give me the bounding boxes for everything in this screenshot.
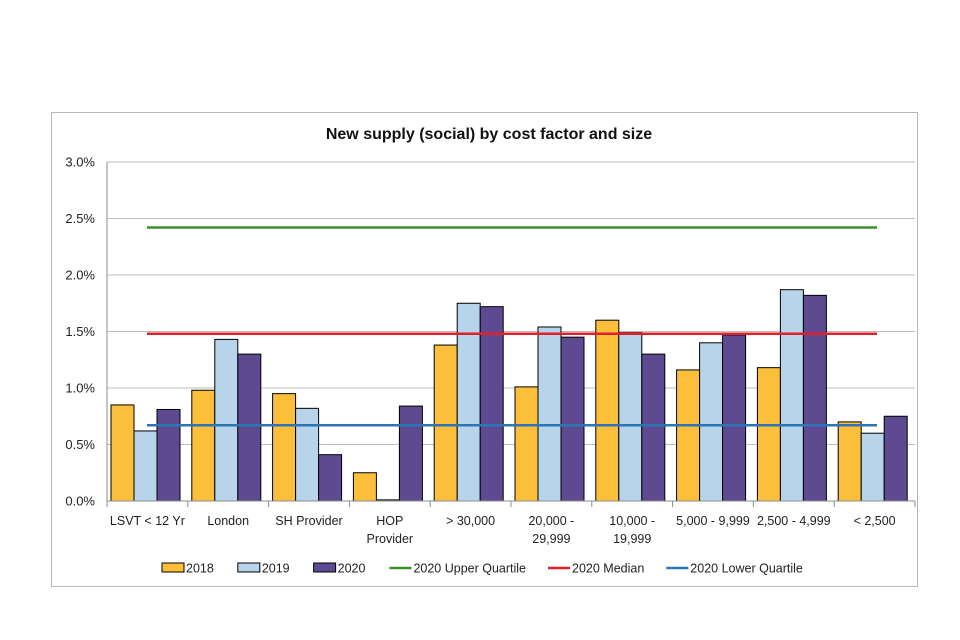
bar-2019: [860, 432, 885, 502]
bar-2019: [618, 332, 643, 502]
bar-2020: [802, 294, 827, 502]
x-tick-label: SH Provider: [275, 514, 342, 528]
bar-2018: [514, 386, 539, 502]
x-tick-label: 2,500 - 4,999: [757, 514, 831, 528]
bar-2020: [156, 408, 181, 502]
y-tick-label: 3.0%: [65, 155, 95, 170]
legend-label: 2020 Upper Quartile: [413, 562, 526, 576]
bar-2019: [214, 338, 239, 502]
bar-2019: [699, 342, 724, 502]
x-tick-label: LSVT < 12 Yr: [110, 514, 185, 528]
legend-label: 2020 Lower Quartile: [690, 562, 803, 576]
chart-title: New supply (social) by cost factor and s…: [326, 126, 652, 143]
legend-label: 2018: [186, 562, 214, 576]
bar-2020: [883, 415, 908, 502]
legend-label: 2020: [338, 562, 366, 576]
bar-2020: [318, 454, 343, 502]
x-tick-label: London: [207, 514, 249, 528]
y-tick-label: 1.0%: [65, 381, 95, 396]
x-tick-label: 5,000 - 9,999: [676, 514, 750, 528]
bar-2018: [433, 344, 458, 502]
bar-2020: [237, 353, 262, 502]
bar-2018: [676, 369, 701, 502]
bar-2020: [722, 334, 747, 502]
bar-2020: [560, 336, 585, 502]
bar-2020: [398, 405, 423, 502]
x-tick-label: 19,999: [613, 532, 651, 546]
x-tick-label: HOP: [376, 514, 403, 528]
x-tick-label: < 2,500: [854, 514, 896, 528]
bar-2018: [110, 404, 135, 502]
y-tick-label: 0.5%: [65, 437, 95, 452]
legend-swatch-2018: [161, 562, 185, 573]
bar-2019: [537, 326, 562, 502]
bar-2018: [272, 393, 297, 502]
bar-2018: [191, 389, 216, 502]
x-tick-label: 29,999: [532, 532, 570, 546]
bar-2019: [779, 289, 804, 502]
bar-2019: [295, 407, 320, 502]
legend-swatch-2019: [237, 562, 261, 573]
chart: New supply (social) by cost factor and s…: [65, 126, 916, 576]
bar-2020: [479, 306, 504, 502]
bar-2018: [352, 472, 377, 502]
bar-2019: [133, 430, 158, 502]
bar-2018: [595, 319, 620, 502]
bar-2018: [756, 367, 781, 502]
y-tick-label: 1.5%: [65, 324, 95, 339]
y-tick-label: 0.0%: [65, 494, 95, 509]
chart-frame: New supply (social) by cost factor and s…: [51, 112, 918, 587]
x-tick-label: 20,000 -: [528, 514, 574, 528]
x-tick-label: 10,000 -: [609, 514, 655, 528]
legend-label: 2020 Median: [572, 562, 644, 576]
bar-2018: [837, 421, 862, 502]
y-tick-label: 2.0%: [65, 268, 95, 283]
y-tick-label: 2.5%: [65, 211, 95, 226]
legend-label: 2019: [262, 562, 290, 576]
x-tick-label: Provider: [367, 532, 414, 546]
x-tick-label: > 30,000: [446, 514, 495, 528]
bar-2020: [641, 353, 666, 502]
legend-swatch-2020: [313, 562, 337, 573]
